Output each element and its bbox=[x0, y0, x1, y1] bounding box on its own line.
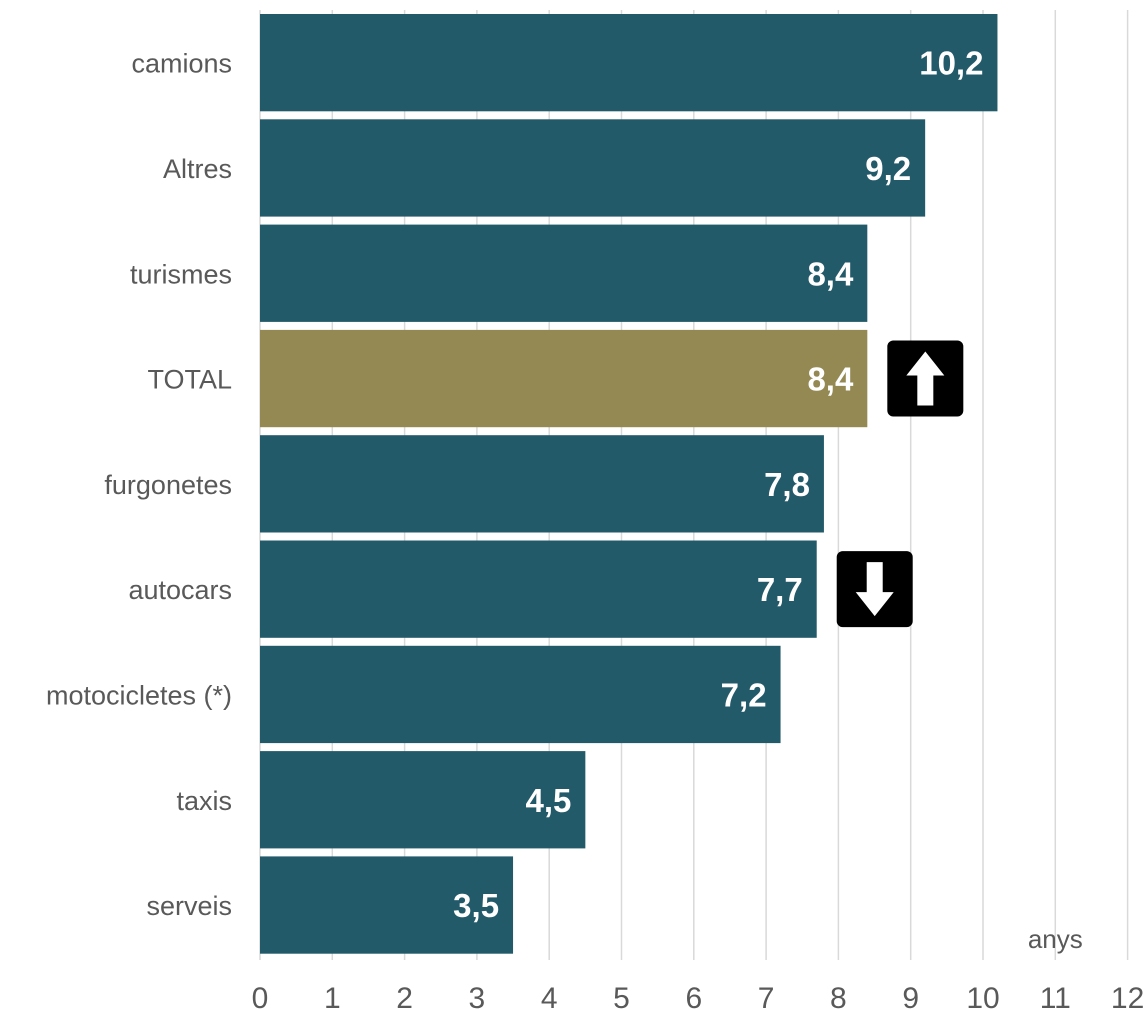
x-tick-label: 7 bbox=[758, 982, 775, 1010]
bar bbox=[260, 856, 514, 954]
x-tick-label: 1 bbox=[324, 982, 341, 1010]
x-tick-label: 0 bbox=[252, 982, 269, 1010]
x-axis-unit-label: anys bbox=[1028, 924, 1083, 954]
category-label: autocars bbox=[128, 575, 232, 605]
x-tick-label: 12 bbox=[1111, 982, 1144, 1010]
trend-icons bbox=[836, 340, 964, 628]
x-tick-label: 11 bbox=[1040, 982, 1071, 1010]
data-label: 8,4 bbox=[807, 255, 854, 292]
data-label: 4,5 bbox=[525, 782, 571, 819]
bar bbox=[260, 224, 868, 322]
value-labels: 10,2 9,2 8,4 8,4 7,8 7,7 7,2 4,5 3,5 bbox=[453, 45, 983, 924]
category-label: furgonetes bbox=[104, 470, 232, 500]
category-label: motocicletes (*) bbox=[46, 680, 232, 710]
bar bbox=[260, 645, 781, 744]
bar bbox=[260, 14, 998, 112]
data-label: 8,4 bbox=[807, 361, 854, 398]
arrow-up-icon bbox=[887, 340, 964, 417]
x-axis-ticks: 0 1 2 3 4 5 6 7 8 9 10 11 12 bbox=[252, 982, 1145, 1010]
x-tick-label: 9 bbox=[902, 982, 919, 1010]
category-label: TOTAL bbox=[147, 365, 232, 395]
bar bbox=[260, 540, 817, 638]
x-tick-label: 6 bbox=[685, 982, 702, 1010]
bar bbox=[260, 435, 824, 533]
bar bbox=[260, 751, 586, 849]
category-label: turismes bbox=[130, 259, 232, 289]
data-label: 9,2 bbox=[865, 150, 911, 187]
category-label: serveis bbox=[146, 891, 232, 921]
x-tick-label: 2 bbox=[396, 982, 413, 1010]
data-label: 3,5 bbox=[453, 887, 499, 924]
arrow-down-icon bbox=[836, 551, 913, 628]
data-label: 7,2 bbox=[721, 676, 767, 713]
x-tick-label: 10 bbox=[966, 982, 999, 1010]
data-label: 10,2 bbox=[919, 45, 983, 82]
x-tick-label: 8 bbox=[830, 982, 847, 1010]
category-label: camions bbox=[131, 49, 232, 79]
data-label: 7,7 bbox=[757, 571, 803, 608]
data-label: 7,8 bbox=[764, 466, 810, 503]
x-tick-label: 4 bbox=[541, 982, 558, 1010]
bar bbox=[260, 119, 926, 217]
category-label: taxis bbox=[176, 786, 232, 816]
bars bbox=[260, 14, 998, 954]
x-tick-label: 5 bbox=[613, 982, 630, 1010]
category-labels: camions Altres turismes TOTAL furgonetes auto… bbox=[46, 49, 232, 921]
bar bbox=[260, 329, 868, 428]
x-tick-label: 3 bbox=[469, 982, 486, 1010]
category-label: Altres bbox=[163, 154, 232, 184]
